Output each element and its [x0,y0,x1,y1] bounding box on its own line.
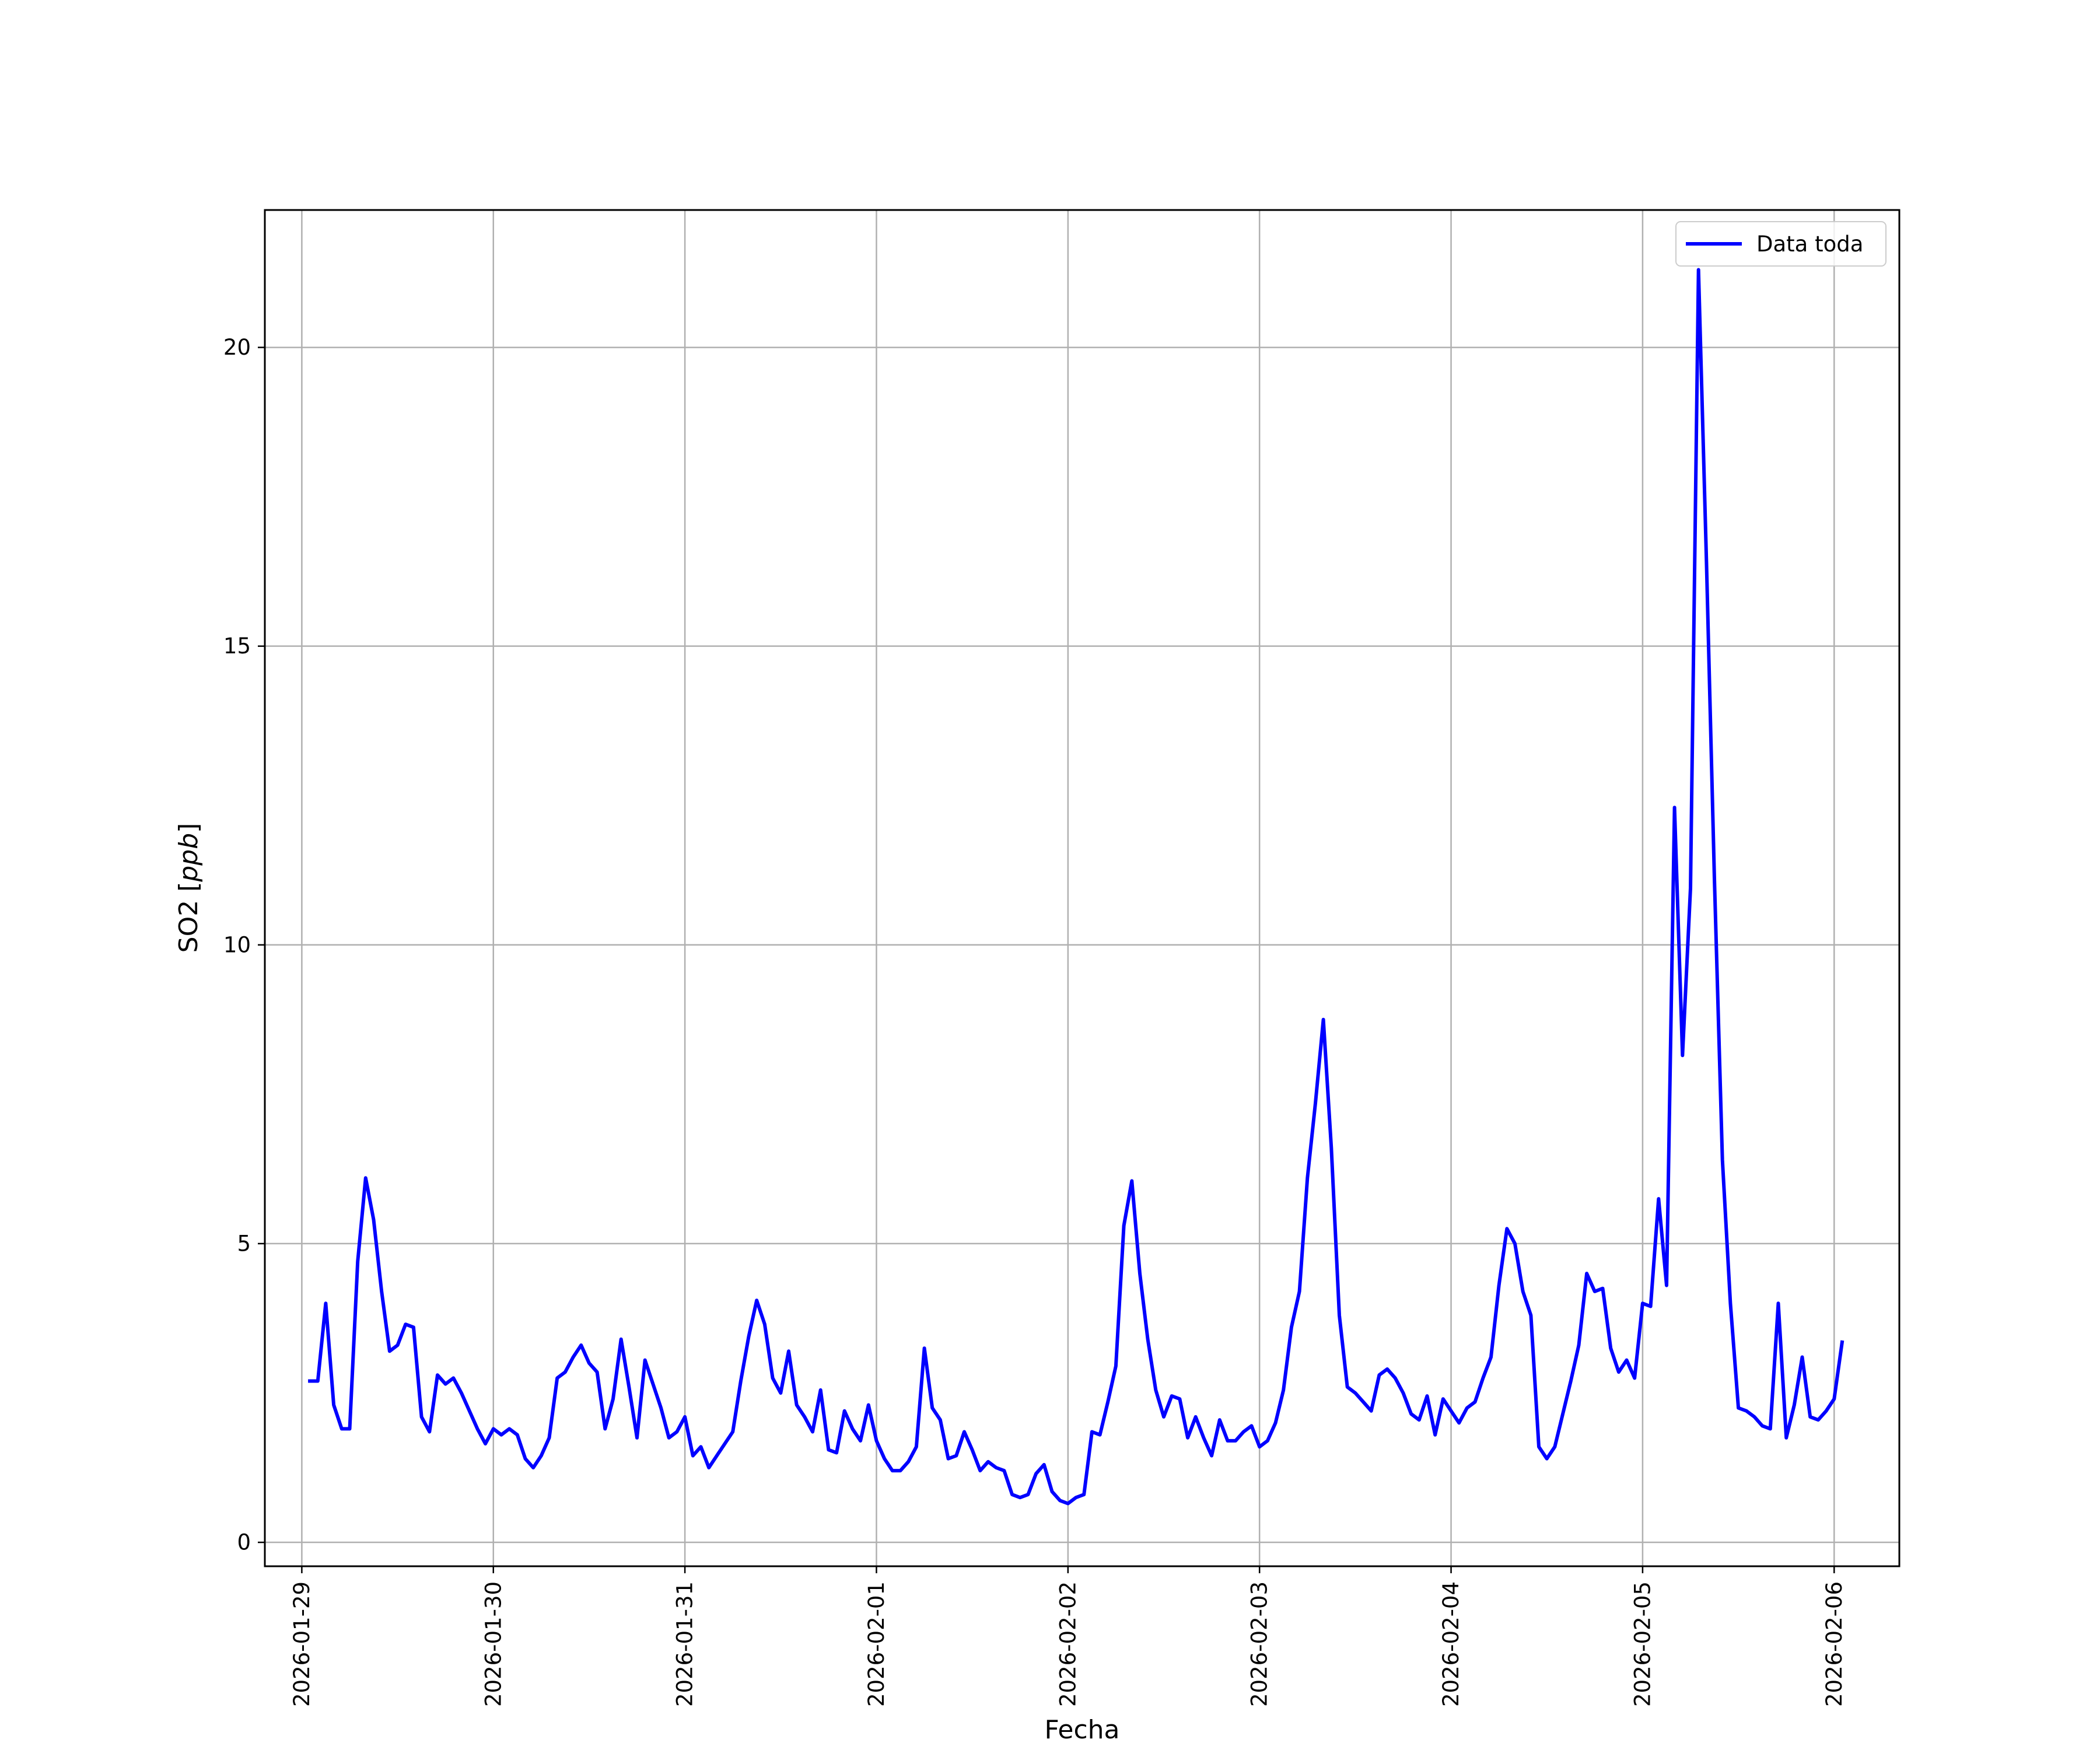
legend-box [1675,221,1887,267]
axis-ticks: 2026-01-29 2026-01-30 2026-01-31 2026-02-01… [223,335,1847,1707]
x-tick-label: 2026-01-30 [481,1581,506,1707]
series-line-data-toda [308,268,1845,1506]
y-tick-label: 0 [237,1530,251,1555]
y-axis-label-unit: ppb [174,833,204,883]
y-tick-label: 5 [237,1231,251,1256]
x-tick-label: 2026-02-06 [1822,1581,1847,1707]
legend-label-data-toda: Data toda [1756,232,1863,257]
x-tick-label: 2026-02-01 [864,1581,889,1707]
plot-area-frame [264,209,1901,1567]
x-tick-label: 2026-02-03 [1247,1581,1272,1707]
y-tick-label: 20 [223,335,251,360]
gridlines [265,210,1899,1566]
y-axis-label-main: SO2 [ [174,882,204,953]
x-tick-label: 2026-02-02 [1055,1581,1080,1707]
x-tick-label: 2026-01-29 [289,1581,314,1707]
x-tick-label: 2026-02-05 [1630,1581,1655,1707]
legend: Data toda [1675,221,1887,267]
x-tick-label: 2026-01-31 [673,1581,698,1707]
x-axis-label: Fecha [1044,1715,1119,1745]
y-axis-label-close: ] [174,823,204,833]
y-tick-label: 10 [223,932,251,957]
x-tick-label: 2026-02-04 [1438,1581,1464,1707]
y-tick-label: 15 [223,634,251,659]
series-layer [308,268,1845,1506]
y-axis-label: SO2 [ppb] [174,823,204,953]
